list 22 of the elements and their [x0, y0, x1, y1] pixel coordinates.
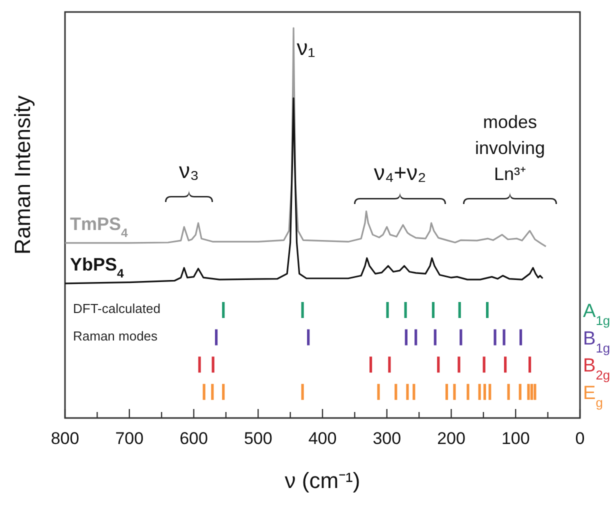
series-label: YbPS$_{4}$: [70, 254, 124, 280]
annotation: ν₁: [296, 35, 316, 60]
x-tick-label: 400: [308, 429, 337, 448]
x-axis-title: ν (cm⁻¹): [284, 468, 360, 493]
x-tick-label: 800: [50, 429, 80, 448]
series-label: TmPS$_{4}$: [70, 214, 128, 240]
text: B$_{2g}$: [583, 356, 610, 382]
annotation: ν₄+ν₂: [374, 160, 426, 185]
y-axis-title: Raman Intensity: [10, 96, 35, 254]
x-tick-label: 600: [180, 429, 208, 448]
x-tick-label: 500: [244, 429, 272, 448]
annotation: ν₃: [179, 158, 199, 183]
x-tick-label: 200: [437, 429, 466, 448]
x-tick-label: 700: [115, 429, 144, 448]
text: A$_{1g}$: [583, 301, 610, 328]
x-tick-label: 100: [501, 429, 530, 448]
annotation: DFT-calculated Raman modes: [73, 301, 160, 344]
x-tick-label: 300: [372, 429, 402, 448]
annotation: modes involving Ln³⁺: [474, 112, 546, 184]
text: E$_{g}$: [583, 382, 603, 410]
text: B$_{1g}$: [583, 328, 610, 355]
x-tick-label: 0: [575, 429, 585, 448]
